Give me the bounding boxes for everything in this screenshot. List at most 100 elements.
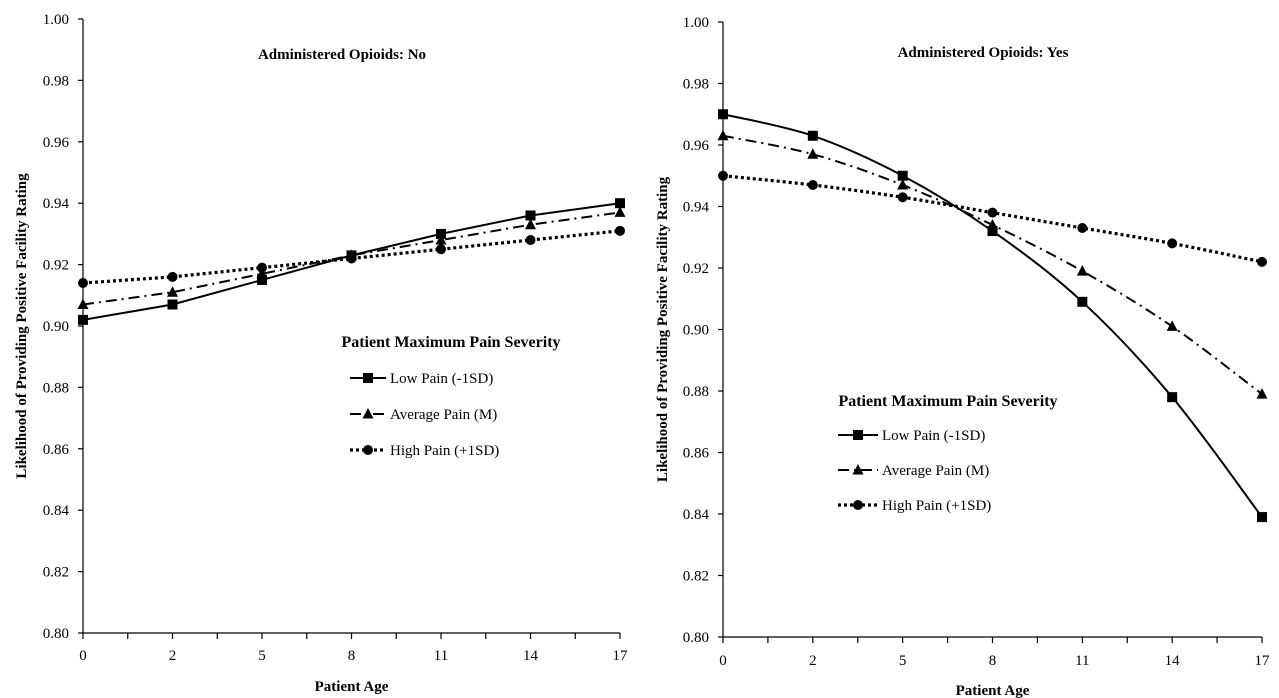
left-legend-marker — [363, 445, 373, 455]
right-x-axis-title: Patient Age — [956, 683, 1030, 698]
right-y-tick-label: 0.84 — [683, 507, 710, 523]
left-data-point — [257, 262, 267, 273]
left-y-axis-title: Likelihood of Providing Positive Facilit… — [14, 173, 30, 479]
left-data-point — [167, 271, 178, 282]
left-y-tick-label: 0.84 — [43, 503, 70, 519]
left-legend-marker — [362, 408, 374, 419]
right-data-point — [718, 170, 728, 181]
left-data-point — [78, 278, 88, 289]
right-legend-marker — [852, 464, 864, 475]
right-legend-title: Patient Maximum Pain Severity — [838, 393, 1057, 410]
left-data-point — [435, 234, 447, 245]
left-y-tick-label: 0.88 — [43, 380, 69, 396]
right-y-tick-label: 0.92 — [683, 261, 709, 277]
right-legend-marker — [853, 500, 863, 510]
right-y-tick-label: 0.90 — [683, 323, 709, 339]
right-data-point — [897, 192, 908, 203]
left-x-tick-label: 0 — [79, 648, 87, 664]
right-series-line — [722, 134, 1263, 395]
right-data-point — [1077, 223, 1088, 234]
right-x-tick-label: 14 — [1165, 653, 1181, 669]
left-data-point — [436, 244, 446, 255]
right-series-square — [718, 109, 1267, 523]
left-x-tick-label: 5 — [258, 648, 266, 664]
left-data-point — [167, 299, 178, 310]
right-legend-label: Average Pain (M) — [882, 463, 989, 479]
right-data-point — [807, 148, 819, 159]
right-panel-title: Administered Opioids: Yes — [898, 45, 1069, 61]
right-data-point — [1167, 392, 1178, 403]
right-legend-marker — [853, 430, 863, 440]
left-y-tick-label: 0.92 — [43, 258, 69, 274]
left-data-point — [525, 218, 536, 230]
left-data-point — [525, 235, 536, 246]
right-y-tick-label: 0.96 — [683, 138, 710, 154]
left-x-tick-label: 2 — [169, 648, 177, 664]
right-y-tick-label: 0.94 — [683, 200, 710, 216]
right-data-point — [1257, 256, 1267, 267]
right-series-circle — [718, 170, 1267, 267]
left-y-tick-label: 0.98 — [43, 73, 69, 89]
right-x-tick-label: 17 — [1255, 653, 1271, 669]
right-series-line — [722, 174, 1263, 264]
right-legend-label: Low Pain (-1SD) — [882, 428, 985, 444]
right-x-tick-label: 5 — [899, 653, 907, 669]
left-data-point — [77, 298, 89, 310]
left-legend-label: High Pain (+1SD) — [390, 443, 499, 459]
left-x-tick-label: 14 — [523, 648, 539, 664]
right-legend: Patient Maximum Pain Severity Low Pain (-… — [838, 393, 1058, 514]
right-data-point — [718, 109, 728, 120]
left-legend-label: Low Pain (-1SD) — [390, 371, 493, 387]
left-data-point — [436, 228, 446, 239]
right-data-point — [1077, 296, 1088, 307]
chart-right: 0.80 0.82 0.84 0.86 0.88 0.90 0.92 0.94 0.96 0.98… — [655, 15, 1271, 698]
right-data-point — [987, 218, 998, 230]
left-legend: Patient Maximum Pain Severity Low Pain (-… — [341, 334, 560, 459]
left-data-point — [257, 274, 267, 285]
right-data-point — [1167, 238, 1178, 249]
right-data-point — [807, 130, 818, 141]
left-x-tick-label: 17 — [613, 648, 629, 664]
left-data-point — [256, 267, 268, 279]
right-data-point — [1257, 512, 1267, 523]
left-y-tick-label: 0.86 — [43, 442, 70, 458]
right-legend-label: High Pain (+1SD) — [882, 498, 991, 514]
right-x-tick-label: 8 — [989, 653, 997, 669]
left-legend-label: Average Pain (M) — [390, 407, 497, 423]
left-legend-title: Patient Maximum Pain Severity — [341, 334, 560, 351]
right-data-point — [1256, 388, 1268, 399]
left-data-point — [346, 253, 357, 264]
right-data-point — [1076, 265, 1088, 276]
left-y-tick-label: 0.96 — [43, 135, 70, 151]
left-series-circle — [78, 225, 625, 289]
left-data-point — [525, 210, 536, 221]
right-data-point — [717, 129, 729, 141]
right-series-line — [722, 113, 1263, 518]
left-legend-marker — [363, 373, 373, 383]
left-y-tick-label: 0.94 — [43, 196, 70, 212]
right-y-tick-label: 0.80 — [683, 630, 709, 646]
left-panel-title: Administered Opioids: No — [258, 47, 426, 63]
left-data-point — [78, 314, 88, 325]
right-x-tick-label: 2 — [809, 653, 817, 669]
left-x-tick-label: 8 — [348, 648, 356, 664]
left-x-axis-title: Patient Age — [315, 679, 389, 695]
right-data-point — [1166, 320, 1178, 331]
left-data-point — [614, 206, 626, 217]
left-y-tick-label: 1.00 — [43, 12, 69, 28]
left-x-tick-label: 11 — [434, 648, 448, 664]
left-y-tick-label: 0.90 — [43, 319, 69, 335]
right-series-triangle — [717, 129, 1268, 399]
right-y-tick-label: 1.00 — [683, 15, 709, 31]
left-data-point — [615, 198, 625, 209]
right-data-point — [897, 170, 908, 181]
left-data-point — [615, 225, 625, 236]
left-y-tick-label: 0.80 — [43, 626, 69, 642]
right-data-point — [987, 207, 998, 218]
right-y-tick-label: 0.86 — [683, 446, 710, 462]
left-y-tick-label: 0.82 — [43, 565, 69, 581]
right-x-tick-label: 0 — [719, 653, 727, 669]
right-y-tick-label: 0.82 — [683, 569, 709, 585]
right-y-tick-label: 0.88 — [683, 384, 709, 400]
left-data-point — [167, 286, 178, 297]
